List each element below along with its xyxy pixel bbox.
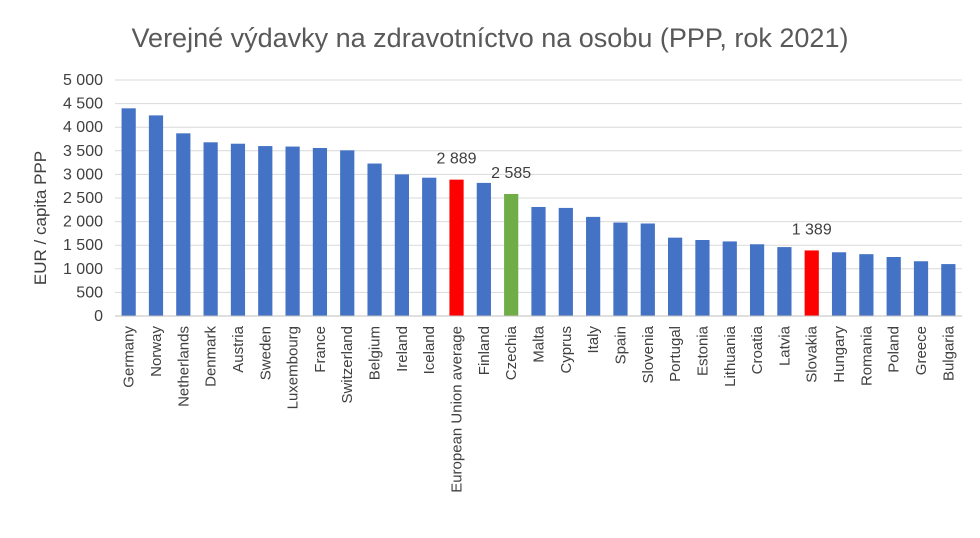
y-tick-label: 2 000: [63, 214, 103, 231]
bar: [258, 146, 273, 316]
bar: [176, 133, 191, 316]
bar: [476, 182, 491, 316]
bar: [831, 252, 847, 316]
data-label: 2 585: [491, 165, 531, 182]
y-tick-label: 4 500: [63, 96, 103, 113]
y-axis-label: EUR / capita PPP: [31, 151, 50, 285]
x-tick-label: Switzerland: [339, 326, 356, 404]
x-tick-label: Spain: [612, 326, 629, 364]
x-tick-label: Slovenia: [640, 325, 657, 383]
x-tick-label: Netherlands: [175, 326, 192, 407]
y-tick-label: 2 500: [63, 190, 103, 207]
bar: [586, 216, 601, 316]
x-tick-label: Czechia: [503, 325, 520, 380]
bar: [121, 108, 136, 316]
x-tick-label: France: [312, 326, 329, 373]
x-tick-label: Romania: [858, 325, 875, 386]
x-tick-label: Bulgaria: [940, 325, 957, 381]
bar: [340, 150, 355, 316]
bar: [312, 147, 328, 316]
x-tick-label: Luxembourg: [285, 326, 302, 409]
x-tick-label: Sweden: [257, 326, 274, 380]
y-tick-label: 1 000: [63, 261, 103, 278]
x-tick-label: Germany: [121, 326, 138, 388]
bar: [230, 143, 246, 316]
x-tick-label: Italy: [585, 326, 602, 354]
bar: [285, 146, 300, 316]
bar: [367, 163, 382, 316]
data-label: 1 389: [792, 221, 832, 238]
bar: [886, 257, 901, 316]
x-tick-label: Slovakia: [804, 325, 821, 382]
bar: [913, 261, 929, 316]
bar: [804, 250, 819, 316]
chart-title: Verejné výdavky na zdravotníctvo na osob…: [132, 23, 849, 53]
x-tick-label: Belgium: [367, 326, 384, 380]
bar: [504, 193, 519, 316]
y-tick-label: 5 000: [63, 72, 103, 89]
bar: [777, 247, 792, 316]
bar: [749, 244, 765, 316]
bars: [121, 108, 956, 317]
y-tick-label: 4 000: [63, 119, 103, 136]
data-labels: 2 889 2 585 1 389: [437, 151, 832, 239]
x-tick-label: Greece: [913, 326, 930, 375]
x-tick-label: European Union average: [449, 326, 466, 493]
x-axis-ticks: Germany Norway Netherlands Denmark Austria Sw…: [121, 325, 958, 492]
bar: [695, 240, 710, 316]
bar: [422, 177, 437, 316]
x-tick-label: Lithuania: [722, 325, 739, 387]
x-tick-label: Ireland: [394, 326, 411, 372]
bar: [531, 206, 546, 316]
y-tick-label: 500: [76, 284, 103, 301]
x-tick-label: Malta: [531, 325, 548, 362]
bar: [722, 241, 737, 316]
x-tick-label: Portugal: [667, 326, 684, 382]
bar: [668, 237, 683, 316]
x-tick-label: Austria: [230, 325, 247, 372]
x-tick-label: Estonia: [694, 325, 711, 376]
y-tick-label: 3 000: [63, 166, 103, 183]
bar: [640, 223, 655, 316]
y-tick-label: 1 500: [63, 237, 103, 254]
bar: [148, 115, 164, 317]
bar: [613, 222, 628, 316]
bar: [941, 264, 956, 316]
y-axis-ticks: 0 500 1 000 1 500 2 000 2 500 3 000 3 500 4 000 4…: [63, 72, 103, 325]
x-tick-label: Finland: [476, 326, 493, 375]
x-tick-label: Poland: [886, 326, 903, 373]
y-tick-label: 0: [94, 308, 103, 325]
x-tick-label: Hungary: [831, 326, 848, 383]
data-label: 2 889: [437, 151, 477, 168]
x-tick-label: Latvia: [776, 325, 793, 366]
bar: [203, 142, 218, 316]
bar: [449, 179, 464, 316]
gridlines: [115, 79, 962, 293]
y-tick-label: 3 500: [63, 143, 103, 160]
bar: [394, 174, 409, 316]
x-tick-label: Norway: [148, 326, 165, 377]
x-tick-label: Denmark: [203, 326, 220, 387]
x-tick-label: Iceland: [421, 326, 438, 374]
bar: [558, 207, 573, 316]
bar: [859, 254, 874, 316]
x-tick-label: Cyprus: [558, 326, 575, 374]
x-tick-label: Croatia: [749, 325, 766, 374]
